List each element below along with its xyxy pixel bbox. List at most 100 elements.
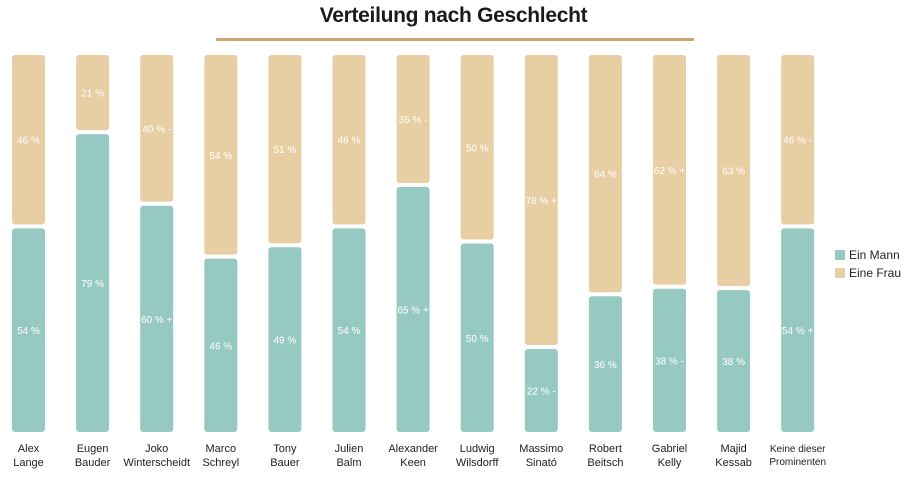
bar-segment-frau xyxy=(268,55,302,244)
category-label: Tony Bauer xyxy=(270,443,300,469)
bar-segment-mann xyxy=(717,290,751,432)
data-label-mann: 54 % xyxy=(17,326,40,337)
bar-segment-mann xyxy=(588,296,622,432)
bar-segment-mann xyxy=(396,186,430,432)
category-label-line: Balm xyxy=(336,457,361,469)
data-label-mann: 60 % + xyxy=(141,315,173,326)
category-label-line: Keine dieser xyxy=(770,444,826,455)
data-label-frau: 51 % xyxy=(274,145,297,156)
bar-segment-mann xyxy=(268,247,302,432)
data-label-mann: 46 % xyxy=(209,341,232,352)
category-label-line: Joko xyxy=(145,443,168,455)
bar-segment-mann xyxy=(12,228,45,432)
category-label-line: Massimo xyxy=(519,443,563,455)
category-label-line: Kelly xyxy=(658,457,682,469)
category-label-line: Alexander xyxy=(388,443,438,455)
data-label-frau: 21 % xyxy=(81,89,104,100)
category-label: Marco Schreyl xyxy=(202,443,239,469)
category-label-line: Majid xyxy=(720,443,746,455)
category-label-line: Gabriel xyxy=(652,443,687,455)
category-label-line: Prominenten xyxy=(769,457,826,468)
category-label: Alex Lange xyxy=(13,443,44,469)
category-label-line: Tony xyxy=(273,443,297,455)
category-label: Massimo Sinató xyxy=(519,443,563,469)
category-label: Alexander Keen xyxy=(388,443,438,469)
data-label-frau: 78 % + xyxy=(526,196,558,207)
category-label-line: Schreyl xyxy=(202,457,239,469)
data-label-frau: 62 % + xyxy=(654,166,686,177)
data-label-frau: 46 % - xyxy=(783,136,812,147)
category-label-line: Lange xyxy=(13,457,44,469)
bar-segment-frau xyxy=(460,55,494,240)
legend-label-mann: Ein Mann xyxy=(849,248,900,262)
bar-segment-mann xyxy=(140,205,174,432)
category-label: Ludwig Wilsdorff xyxy=(456,443,500,469)
data-label-mann: 38 % - xyxy=(655,356,684,367)
bar-segment-mann xyxy=(332,228,366,432)
category-label-line: Marco xyxy=(206,443,237,455)
data-label-frau: 35 % - xyxy=(399,115,428,126)
bar-segment-frau xyxy=(76,55,110,131)
category-label: Gabriel Kelly xyxy=(652,443,687,469)
category-label-line: Wilsdorff xyxy=(456,457,500,469)
category-label-line: Sinató xyxy=(526,457,557,469)
category-label-line: Keen xyxy=(400,457,426,469)
data-label-mann: 36 % xyxy=(594,360,617,371)
data-label-mann: 65 % + xyxy=(397,305,429,316)
data-label-frau: 40 % - xyxy=(142,124,171,135)
category-label-line: Kessab xyxy=(715,457,752,469)
bar-segment-frau xyxy=(524,55,558,346)
category-label-line: Bauder xyxy=(75,457,111,469)
data-label-frau: 63 % xyxy=(722,167,745,178)
legend-swatch-frau xyxy=(835,268,845,278)
category-label-line: Bauer xyxy=(270,457,300,469)
legend-item-frau: Eine Frau xyxy=(835,264,901,282)
bar-segment-frau xyxy=(396,55,430,183)
legend-swatch-mann xyxy=(835,250,845,260)
category-label: Eugen Bauder xyxy=(75,443,111,469)
bar-segment-frau xyxy=(332,55,366,225)
bar-segment-frau xyxy=(12,55,45,225)
data-label-frau: 46 % xyxy=(17,136,40,147)
data-label-mann: 49 % xyxy=(274,336,297,347)
bar-segment-mann xyxy=(204,258,238,432)
bar-segment-mann xyxy=(76,134,110,433)
bar-segment-frau xyxy=(781,55,815,225)
data-label-frau: 54 % xyxy=(209,151,232,162)
bar-segment-mann xyxy=(781,228,815,432)
data-label-mann: 38 % xyxy=(722,357,745,368)
data-label-frau: 64 % xyxy=(594,170,617,181)
category-label-line: Alex xyxy=(18,443,40,455)
data-label-mann: 79 % xyxy=(81,279,104,290)
bar-segment-frau xyxy=(204,55,238,255)
category-label: Keine dieser Prominenten xyxy=(769,444,826,468)
bar-segment-mann xyxy=(653,288,686,432)
legend-label-frau: Eine Frau xyxy=(849,266,902,280)
bar-segment-frau xyxy=(588,55,622,293)
category-label: Majid Kessab xyxy=(715,443,752,469)
title-divider xyxy=(216,38,694,41)
legend-item-mann: Ein Mann xyxy=(835,246,901,264)
category-label-line: Eugen xyxy=(77,443,109,455)
category-label-line: Julien xyxy=(335,443,364,455)
data-label-mann: 54 % xyxy=(338,326,361,337)
category-label-line: Beitsch xyxy=(587,457,623,469)
data-label-frau: 50 % xyxy=(466,143,489,154)
category-label-line: Ludwig xyxy=(460,443,495,455)
category-label: Joko Winterscheidt xyxy=(123,443,190,469)
data-label-mann: 50 % xyxy=(466,334,489,345)
data-label-mann: 22 % - xyxy=(527,387,556,398)
bar-segment-frau xyxy=(653,55,686,285)
legend: Ein Mann Eine Frau xyxy=(835,246,901,282)
data-label-mann: 54 % + xyxy=(782,326,814,337)
category-label-line: Robert xyxy=(589,443,622,455)
bar-segment-mann xyxy=(460,243,494,432)
bar-segment-frau xyxy=(140,55,174,202)
bar-segment-frau xyxy=(717,55,751,287)
category-label: Julien Balm xyxy=(335,443,364,469)
chart-title: Verteilung nach Geschlecht xyxy=(319,4,588,27)
data-label-frau: 46 % xyxy=(338,136,361,147)
bar-segment-mann xyxy=(524,349,558,432)
category-label: Robert Beitsch xyxy=(587,443,623,469)
